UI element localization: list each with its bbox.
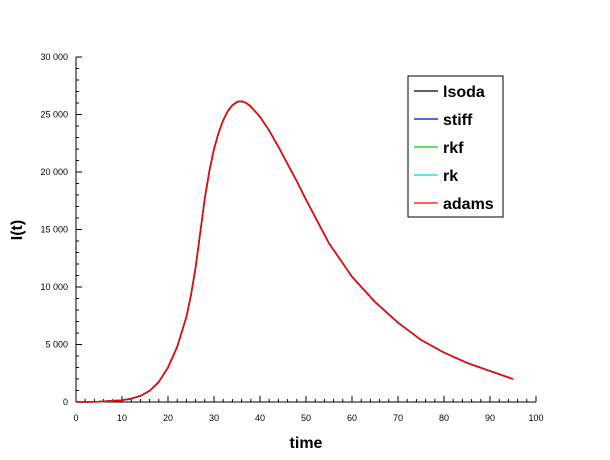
x-tick-label: 0 (73, 413, 78, 423)
x-tick-label: 90 (485, 413, 495, 423)
axis-tick-labels: 0 10 20 30 40 50 60 70 80 90 100 0 5 000 10 000 15 000… (40, 52, 543, 423)
x-tick-label: 80 (439, 413, 449, 423)
y-tick-label: 5 000 (45, 340, 68, 350)
y-tick-label: 0 (63, 397, 68, 407)
series-lines (75, 100, 514, 403)
series-line-adams (75, 100, 514, 403)
x-axis-title: time (290, 435, 323, 452)
legend-label-rkf: rkf (443, 140, 464, 157)
y-tick-label: 10 000 (40, 282, 68, 292)
x-tick-label: 20 (163, 413, 173, 423)
x-tick-label: 70 (393, 413, 403, 423)
legend-label-adams: adams (443, 196, 494, 213)
legend-items: lsoda stiff rkf rk adams (414, 84, 494, 213)
legend-label-rk: rk (443, 168, 458, 185)
legend-label-lsoda: lsoda (443, 84, 485, 101)
legend: lsoda stiff rkf rk adams (407, 75, 504, 218)
x-tick-label: 40 (255, 413, 265, 423)
x-tick-label: 50 (301, 413, 311, 423)
y-axis-title: I(t) (9, 220, 26, 240)
x-tick-label: 30 (209, 413, 219, 423)
x-tick-label: 60 (347, 413, 357, 423)
y-tick-label: 20 000 (40, 167, 68, 177)
x-tick-label: 10 (117, 413, 127, 423)
legend-label-stiff: stiff (443, 112, 473, 129)
y-tick-label: 25 000 (40, 110, 68, 120)
y-tick-label: 15 000 (40, 225, 68, 235)
x-tick-label: 100 (528, 413, 543, 423)
y-tick-label: 30 000 (40, 52, 68, 62)
